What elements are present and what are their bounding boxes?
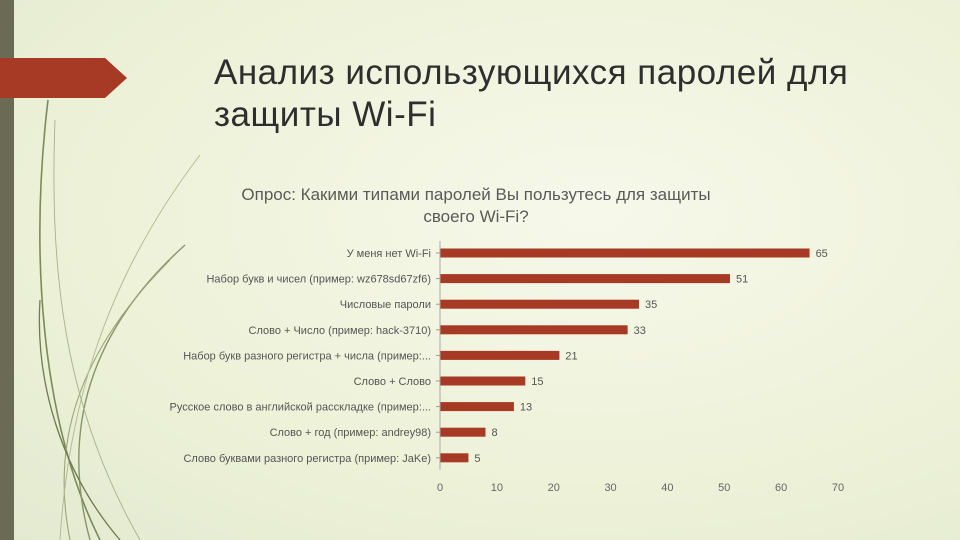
x-tick-label: 60 [775,482,787,494]
decorative-swoosh-lines [38,99,201,540]
category-label: У меня нет Wi-Fi [347,248,431,260]
category-label: Слово + Число (пример: hack-3710) [249,325,432,337]
accent-arrow-tab [0,58,127,98]
x-tick-label: 50 [718,482,730,494]
chart-bars-group: У меня нет Wi-Fi 65 Набор букв и чисел (пр… [170,248,828,465]
category-label: Слово + Слово [354,376,431,388]
bar [440,453,469,463]
chart-x-axis: 0 10 20 30 40 50 60 70 [437,241,844,494]
bar-value-label: 65 [816,248,828,260]
category-label: Русское слово в английской расскладке (п… [170,402,431,414]
bar-chart: Опрос: Какими типами паролей Вы пользуте… [170,185,845,494]
left-sidebar-bar [0,0,14,540]
category-label: Числовые пароли [340,299,431,311]
bar [440,350,560,360]
bar [440,274,730,284]
bar-value-label: 35 [645,299,657,311]
bar [440,325,628,335]
bar-value-label: 5 [474,453,480,465]
x-tick-label: 70 [832,482,844,494]
bar-value-label: 15 [531,376,543,388]
x-tick-label: 30 [604,482,616,494]
x-tick-label: 0 [437,482,443,494]
bar [440,376,526,386]
bar [440,427,486,437]
x-tick-label: 10 [491,482,503,494]
bar-value-label: 8 [491,427,497,439]
bar-value-label: 33 [634,325,646,337]
x-tick-label: 40 [661,482,673,494]
bar [440,402,514,412]
category-label: Набор букв разного регистра + числа (при… [183,350,431,362]
category-label: Слово + год (пример: andrey98) [270,427,431,439]
chart-title-line-1: Опрос: Какими типами паролей Вы пользуте… [241,185,710,204]
bar-value-label: 13 [520,402,532,414]
bar-value-label: 51 [736,274,748,286]
x-tick-label: 20 [548,482,560,494]
category-label: Слово буквами разного регистра (пример: … [183,453,431,465]
bar-value-label: 21 [565,350,577,362]
bar [440,248,810,258]
slide-title-line-1: Анализ использующихся паролей для [214,53,849,92]
slide-title: Анализ использующихся паролей для защиты… [214,52,934,136]
bar [440,299,639,309]
chart-title-line-2: своего Wi-Fi? [423,207,528,226]
slide-title-line-2: защиты Wi-Fi [214,95,437,134]
category-label: Набор букв и чисел (пример: wz678sd67zf6… [206,274,431,286]
